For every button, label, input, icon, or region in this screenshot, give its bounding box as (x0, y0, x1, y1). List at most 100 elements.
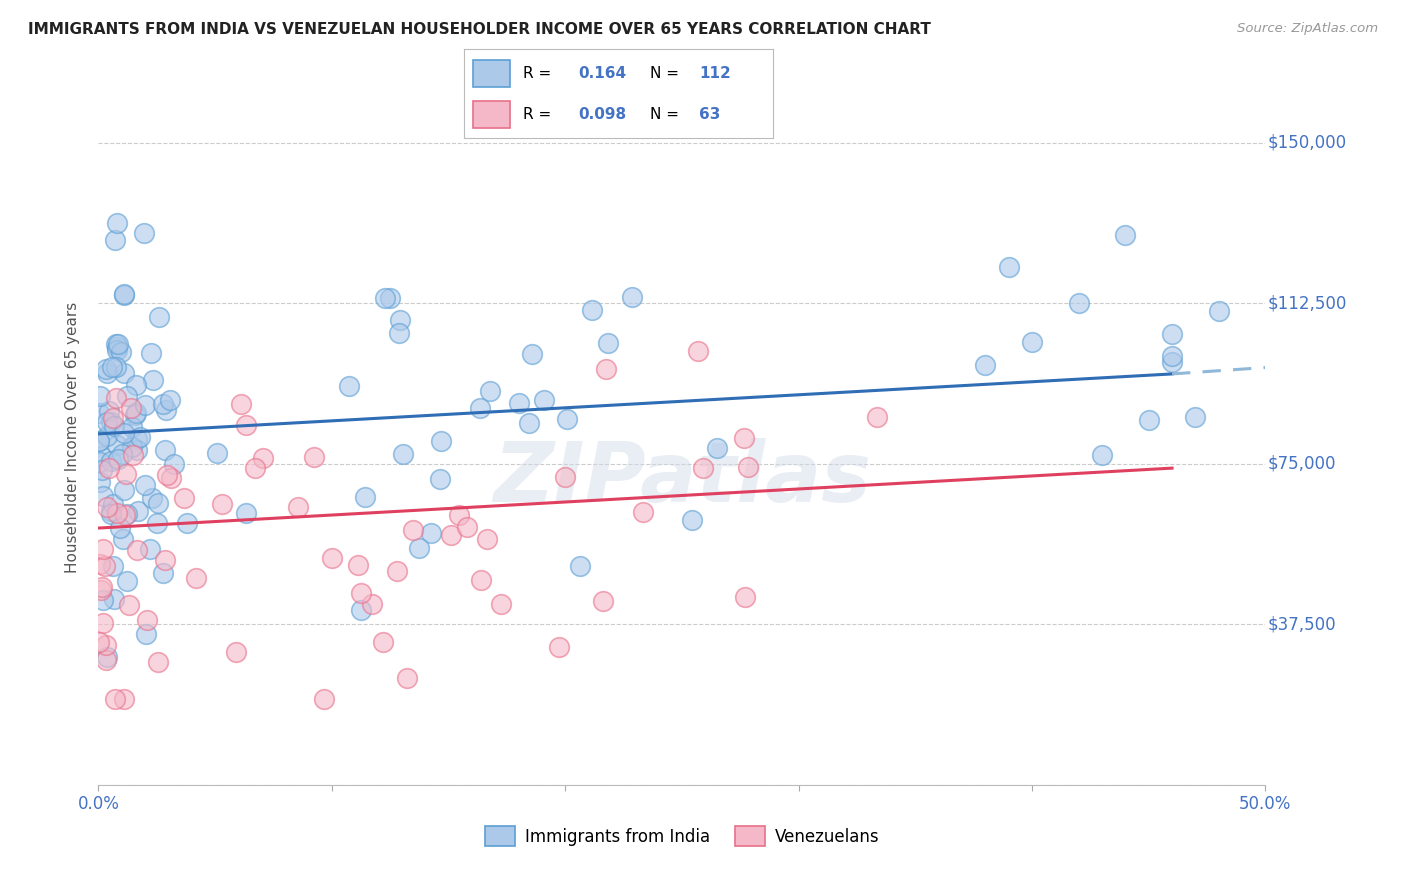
Point (134, 226, 156, 240)
Point (96, 653, 118, 667)
Point (112, 286, 135, 301)
Text: IMMIGRANTS FROM INDIA VS VENEZUELAN HOUSEHOLDER INCOME OVER 65 YEARS CORRELATION: IMMIGRANTS FROM INDIA VS VENEZUELAN HOUS… (28, 22, 931, 37)
Point (89, 406, 111, 420)
Point (142, 373, 165, 387)
Point (321, 550, 343, 565)
Point (378, 291, 401, 305)
Point (146, 496, 169, 510)
Point (388, 313, 411, 327)
Point (865, 409, 887, 424)
Point (112, 692, 135, 706)
Point (114, 508, 136, 522)
Point (733, 431, 755, 445)
FancyBboxPatch shape (474, 60, 510, 87)
Point (692, 461, 714, 475)
Point (127, 503, 149, 517)
Point (105, 343, 128, 357)
Text: N =: N = (650, 66, 679, 80)
Point (89, 434, 111, 448)
Point (125, 406, 148, 420)
Point (94, 638, 117, 652)
Point (1114, 227, 1136, 242)
Point (163, 457, 186, 471)
Point (350, 585, 373, 599)
Point (115, 574, 138, 589)
Point (152, 566, 174, 580)
Point (420, 525, 443, 540)
Point (312, 692, 335, 706)
Point (211, 497, 233, 511)
Point (125, 442, 148, 457)
Point (121, 440, 143, 454)
Point (304, 450, 326, 464)
Point (91, 593, 114, 607)
Point (110, 344, 132, 359)
Point (155, 402, 177, 417)
Text: $75,000: $75,000 (1268, 455, 1336, 473)
Point (145, 516, 167, 530)
Point (134, 478, 156, 492)
Point (96, 429, 118, 443)
Point (374, 291, 396, 305)
Point (97, 461, 120, 475)
Point (94, 362, 117, 376)
Point (385, 564, 408, 578)
Point (107, 452, 129, 467)
Text: 0.164: 0.164 (578, 66, 627, 80)
Point (252, 451, 274, 466)
Point (134, 399, 156, 413)
Point (124, 408, 146, 422)
Point (111, 533, 134, 547)
Point (122, 448, 145, 462)
Point (100, 504, 122, 518)
Point (557, 411, 579, 425)
Point (581, 302, 603, 317)
Point (287, 500, 309, 514)
Point (346, 558, 368, 573)
Text: $150,000: $150,000 (1268, 134, 1347, 152)
Point (429, 472, 451, 486)
Point (231, 397, 253, 411)
Point (184, 571, 207, 585)
Point (89, 389, 111, 403)
Point (631, 505, 654, 519)
Point (96, 416, 118, 430)
Text: $112,500: $112,500 (1268, 294, 1347, 312)
Point (737, 460, 759, 475)
Point (105, 216, 128, 230)
Point (1137, 413, 1160, 427)
Text: ZIPatlas: ZIPatlas (494, 438, 870, 519)
Point (141, 491, 163, 505)
Point (101, 411, 124, 425)
Point (96, 366, 118, 380)
Point (429, 434, 451, 449)
Point (468, 401, 491, 415)
Point (89, 558, 111, 572)
Point (245, 460, 267, 475)
Point (148, 655, 170, 669)
Point (350, 602, 373, 616)
Point (508, 396, 530, 410)
Point (90, 463, 112, 477)
Point (1161, 326, 1184, 341)
Point (117, 508, 139, 522)
Point (176, 516, 198, 530)
Point (159, 471, 181, 485)
Point (90, 582, 112, 597)
Point (91, 580, 114, 594)
Text: $37,500: $37,500 (1268, 615, 1336, 633)
Point (91, 616, 114, 631)
Point (96, 649, 118, 664)
Point (148, 310, 170, 324)
Point (522, 347, 544, 361)
Point (112, 426, 135, 441)
Point (205, 446, 228, 460)
Point (447, 508, 470, 522)
Point (548, 640, 571, 655)
Point (225, 645, 247, 659)
Point (371, 635, 394, 649)
Point (402, 523, 425, 537)
Point (105, 438, 128, 452)
Point (112, 366, 135, 380)
Point (121, 419, 143, 434)
